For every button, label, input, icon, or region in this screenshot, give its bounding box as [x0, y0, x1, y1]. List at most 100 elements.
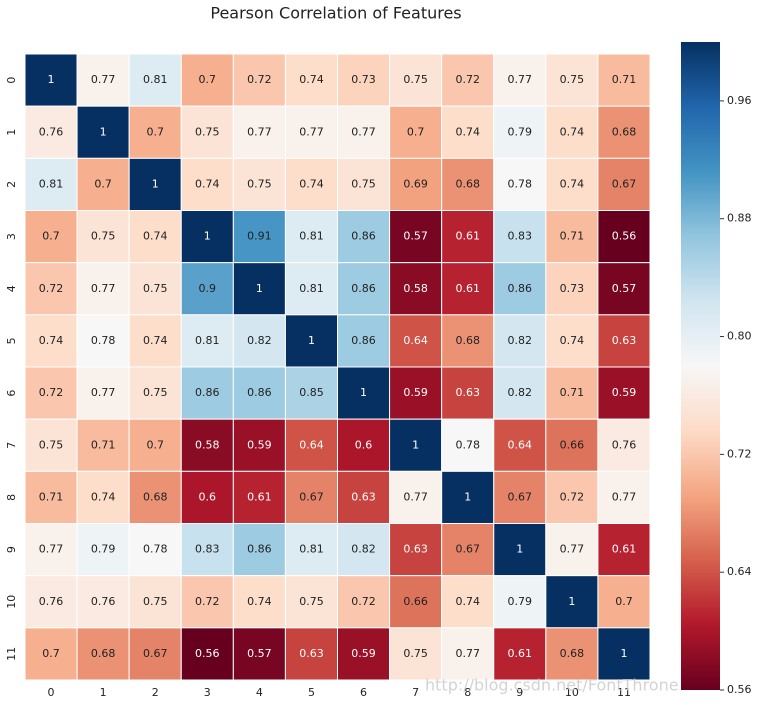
cell-label: 0.67 — [612, 177, 637, 190]
heatmap-cell — [597, 575, 651, 629]
cell-label: 0.77 — [91, 386, 116, 399]
heatmap-cell — [232, 262, 286, 316]
cell-label: 0.78 — [455, 438, 480, 451]
cell-label: 0.66 — [403, 595, 428, 608]
cell-label: 0.77 — [560, 543, 585, 556]
cell-label: 0.73 — [351, 73, 376, 86]
cell-label: 0.81 — [143, 73, 168, 86]
heatmap-cell — [441, 105, 495, 159]
heatmap-cell — [128, 470, 182, 525]
cell-label: 0.7 — [199, 73, 217, 86]
heatmap-cell — [76, 470, 130, 525]
cell-label: 0.7 — [42, 230, 60, 243]
heatmap-cell — [76, 105, 130, 159]
heatmap-cell — [76, 262, 130, 316]
heatmap-cell — [545, 523, 599, 577]
heatmap-cell — [493, 53, 547, 107]
heatmap-cell — [24, 314, 78, 368]
heatmap-cell — [597, 157, 651, 211]
heatmap-cell — [128, 157, 182, 211]
heatmap-cell — [180, 210, 234, 264]
heatmap-cell — [597, 470, 651, 525]
cell-label: 0.57 — [247, 647, 272, 660]
heatmap-cell — [337, 314, 391, 368]
cell-label: 0.77 — [403, 490, 428, 503]
heatmap-cell — [493, 210, 547, 264]
heatmap-cell — [337, 210, 391, 264]
x-tick-label: 9 — [516, 686, 523, 699]
cell-label: 0.71 — [560, 230, 585, 243]
heatmap-cell — [232, 523, 286, 577]
cell-label: 0.76 — [39, 125, 64, 138]
cell-label: 0.75 — [247, 177, 272, 190]
cell-label: 0.76 — [39, 595, 64, 608]
colorbar-tick-label: 0.80 — [727, 330, 752, 343]
heatmap-cell — [389, 262, 443, 316]
heatmap-cell — [597, 105, 651, 159]
cell-label: 0.59 — [351, 647, 376, 660]
cell-label: 0.77 — [247, 125, 272, 138]
cell-label: 0.86 — [351, 230, 376, 243]
y-tick-label: 6 — [5, 390, 18, 397]
cell-label: 0.72 — [39, 282, 64, 295]
cell-label: 1 — [568, 595, 575, 608]
cell-label: 0.71 — [39, 490, 64, 503]
cell-label: 0.75 — [143, 282, 168, 295]
heatmap-cell — [493, 627, 547, 681]
heatmap-cell — [24, 157, 78, 211]
cell-label: 0.68 — [560, 647, 585, 660]
cell-label: 0.7 — [94, 177, 112, 190]
cell-label: 0.66 — [560, 438, 585, 451]
heatmap-cell — [597, 53, 651, 107]
heatmap-cell — [337, 105, 391, 159]
cell-label: 0.71 — [560, 386, 585, 399]
cell-label: 0.63 — [612, 334, 637, 347]
heatmap-cell — [180, 523, 234, 577]
cell-label: 0.86 — [247, 386, 272, 399]
cell-label: 0.63 — [455, 386, 480, 399]
heatmap-cell — [180, 105, 234, 159]
cell-label: 0.86 — [508, 282, 533, 295]
heatmap-cell — [128, 262, 182, 316]
heatmap-cell — [284, 53, 338, 107]
cell-label: 0.68 — [91, 647, 116, 660]
cell-label: 0.91 — [247, 230, 272, 243]
heatmap-cell — [232, 157, 286, 211]
cell-label: 0.86 — [247, 543, 272, 556]
cell-label: 1 — [100, 125, 107, 138]
cell-label: 0.72 — [351, 595, 376, 608]
cell-label: 1 — [464, 490, 471, 503]
cell-label: 0.82 — [351, 543, 376, 556]
heatmap-cell — [24, 210, 78, 264]
heatmap-cell — [493, 366, 547, 420]
cell-label: 0.71 — [91, 438, 116, 451]
cell-label: 0.75 — [91, 230, 116, 243]
heatmap-cell — [76, 523, 130, 577]
heatmap-cell — [441, 366, 495, 420]
heatmap-cell — [545, 418, 599, 472]
cell-label: 0.78 — [508, 177, 533, 190]
cell-label: 0.75 — [403, 73, 428, 86]
cell-label: 1 — [256, 282, 263, 295]
y-tick-label: 2 — [5, 181, 18, 188]
heatmap-cell — [24, 53, 78, 107]
cell-label: 0.81 — [195, 334, 220, 347]
heatmap-cell — [545, 575, 599, 629]
heatmap-cell — [337, 523, 391, 577]
heatmap-cell — [389, 53, 443, 107]
y-tick-label: 8 — [5, 494, 18, 501]
heatmap-cell — [337, 157, 391, 211]
cell-label: 0.81 — [299, 543, 324, 556]
heatmap-cell — [597, 314, 651, 368]
colorbar-tick-label: 0.64 — [727, 565, 752, 578]
heatmap-cell — [284, 105, 338, 159]
cell-label: 0.64 — [403, 334, 428, 347]
cell-label: 0.75 — [39, 438, 64, 451]
cell-label: 0.77 — [91, 73, 116, 86]
cell-label: 0.75 — [560, 73, 585, 86]
colorbar — [681, 42, 720, 690]
cell-label: 0.74 — [299, 73, 324, 86]
cell-label: 0.75 — [143, 595, 168, 608]
cell-label: 0.85 — [299, 386, 324, 399]
